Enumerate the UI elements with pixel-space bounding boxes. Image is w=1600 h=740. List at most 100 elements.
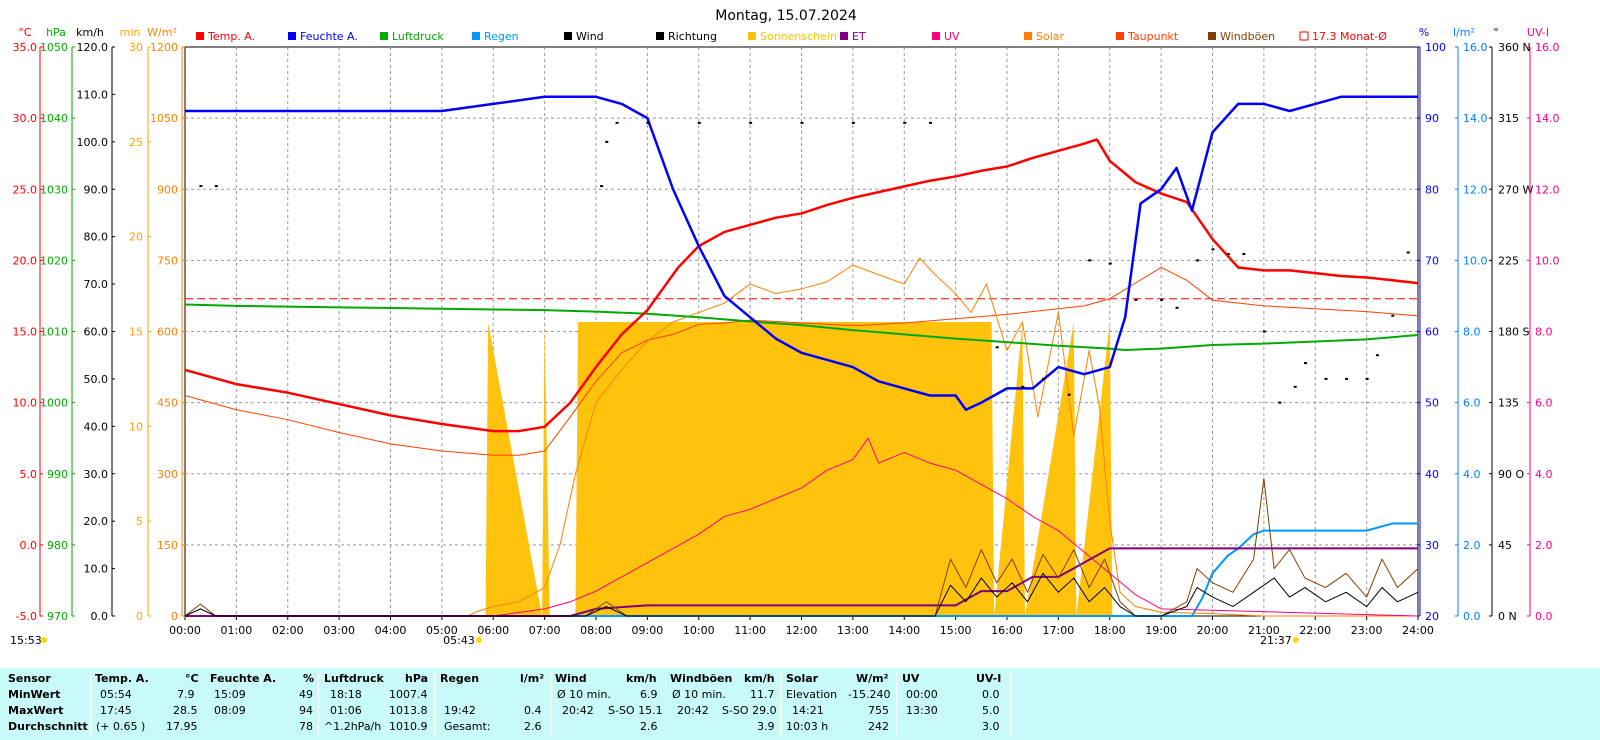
- pressure_hpa-unit-label: hPa: [46, 26, 66, 39]
- temp_c-tick-label: 15.0: [13, 326, 38, 339]
- direction-point: [1134, 298, 1138, 301]
- temp-max-time: 17:45: [100, 704, 132, 717]
- x-tick-label: 04:00: [375, 624, 407, 637]
- x-tick-label: 15:00: [940, 624, 972, 637]
- humidity_pct-unit-label: %: [1419, 26, 1429, 39]
- pressure_hpa-tick-label: 1040: [40, 112, 68, 125]
- temp-avg: 17.95: [166, 720, 198, 733]
- legend-label: 17.3 Monat-Ø: [1312, 30, 1387, 43]
- humidity-unit: %: [303, 672, 315, 685]
- x-tick-label: 17:00: [1043, 624, 1075, 637]
- wind_kmh-tick-label: 80.0: [84, 231, 109, 244]
- gusts-max: S-SO 29.0: [722, 704, 777, 717]
- x-tick-label: 11:00: [734, 624, 766, 637]
- direction-point: [1108, 262, 1112, 265]
- solar-avg: 242: [868, 720, 889, 733]
- sunshine_min-tick-label: 5: [136, 515, 143, 528]
- sun-time-marker: [475, 637, 482, 643]
- x-tick-label: 07:00: [529, 624, 561, 637]
- direction-point: [1067, 393, 1071, 396]
- uv-max-time: 13:30: [906, 704, 938, 717]
- direction_deg-tick-label: 45: [1498, 539, 1512, 552]
- pressure-trend: ^1.2hPa/h: [324, 720, 382, 733]
- wind-min: 6.9: [640, 688, 658, 701]
- rain-max-time: 19:42: [444, 704, 476, 717]
- direction-point: [605, 140, 609, 143]
- direction-point: [1226, 253, 1230, 256]
- temp_c-tick-label: 25.0: [13, 183, 38, 196]
- x-tick-label: 16:00: [991, 624, 1023, 637]
- legend-swatch: [840, 32, 848, 40]
- wind_kmh-tick-label: 100.0: [77, 136, 109, 149]
- uv_index-tick-label: 12.0: [1535, 183, 1560, 196]
- humidity-min-time: 15:09: [214, 688, 246, 701]
- temp_c-tick-label: 30.0: [13, 112, 38, 125]
- uv_index-tick-label: 14.0: [1535, 112, 1560, 125]
- direction-point: [903, 121, 907, 124]
- uv-unit: UV-I: [976, 672, 1002, 685]
- gusts-min: 11.7: [750, 688, 775, 701]
- legend-swatch: [564, 32, 572, 40]
- rain-max: 0.4: [524, 704, 542, 717]
- x-tick-label: 24:00: [1402, 624, 1434, 637]
- wind_kmh-tick-label: 60.0: [84, 326, 109, 339]
- x-tick-label: 20:00: [1197, 624, 1229, 637]
- solar_wm2-tick-label: 300: [157, 468, 178, 481]
- direction_deg-tick-label: 225: [1498, 254, 1519, 267]
- direction-point: [1196, 259, 1200, 262]
- pressure_hpa-tick-label: 1010: [40, 326, 68, 339]
- summary-header-sensor: Sensor: [8, 672, 51, 685]
- direction-point: [1211, 248, 1215, 251]
- pressure_hpa-tick-label: 1050: [40, 41, 68, 54]
- legend-label: Taupunkt: [1127, 30, 1179, 43]
- humidity_pct-tick-label: 50: [1425, 397, 1439, 410]
- wind-max: S-SO 15.1: [608, 704, 663, 717]
- x-tick-label: 13:00: [837, 624, 869, 637]
- x-tick-label: 03:00: [323, 624, 355, 637]
- solar_wm2-tick-label: 1200: [150, 41, 178, 54]
- humidity_pct-tick-label: 30: [1425, 539, 1439, 552]
- direction-point: [995, 346, 999, 349]
- x-tick-label: 06:00: [477, 624, 509, 637]
- temp-min-time: 05:54: [100, 688, 132, 701]
- series-et: [185, 547, 1418, 617]
- direction-point: [1160, 298, 1164, 301]
- sunshine_min-tick-label: 30: [129, 41, 143, 54]
- x-tick-label: 14:00: [888, 624, 920, 637]
- pressure_hpa-tick-label: 1000: [40, 397, 68, 410]
- wind-unit: km/h: [626, 672, 657, 685]
- solar_wm2-unit-label: W/m²: [147, 26, 177, 39]
- pressure-avg: 1010.9: [389, 720, 428, 733]
- wind_kmh-tick-label: 30.0: [84, 468, 109, 481]
- series-taupunkt: [184, 266, 1419, 456]
- legend-swatch: [932, 32, 940, 40]
- rain_lm2-tick-label: 4.0: [1463, 468, 1481, 481]
- direction-point: [1175, 306, 1179, 309]
- uv_index-tick-label: 10.0: [1535, 254, 1560, 267]
- solar_wm2-tick-label: 150: [157, 539, 178, 552]
- direction-point: [1293, 385, 1297, 388]
- direction-point: [199, 185, 203, 188]
- gusts-title: Windböen: [670, 672, 733, 685]
- chart-title: Montag, 15.07.2024: [715, 8, 857, 24]
- direction_deg-unit-label: °: [1493, 26, 1499, 39]
- temp_c-tick-label: 0.0: [20, 539, 38, 552]
- rain-title: Regen: [440, 672, 480, 685]
- wind_kmh-tick-label: 40.0: [84, 420, 109, 433]
- direction_deg-tick-label: 270 W: [1498, 183, 1533, 196]
- direction-point: [1303, 362, 1307, 365]
- pressure-max: 1013.8: [389, 704, 428, 717]
- legend-swatch: [1299, 31, 1309, 41]
- temp-avg-note: (+ 0.65 ): [96, 720, 146, 733]
- summary-table: Sensor MinWert MaxWert Durchschnitt Temp…: [0, 668, 1600, 740]
- direction_deg-tick-label: 180 S: [1498, 326, 1529, 339]
- wind_kmh-tick-label: 50.0: [84, 373, 109, 386]
- direction_deg-tick-label: 135: [1498, 397, 1519, 410]
- solar-unit: W/m²: [856, 672, 889, 685]
- direction_deg-tick-label: 360 N: [1498, 41, 1531, 54]
- uv_index-tick-label: 0.0: [1535, 610, 1553, 623]
- direction-point: [1088, 259, 1092, 262]
- pressure_hpa-tick-label: 1020: [40, 254, 68, 267]
- humidity_pct-tick-label: 100: [1425, 41, 1446, 54]
- direction-point: [851, 121, 855, 124]
